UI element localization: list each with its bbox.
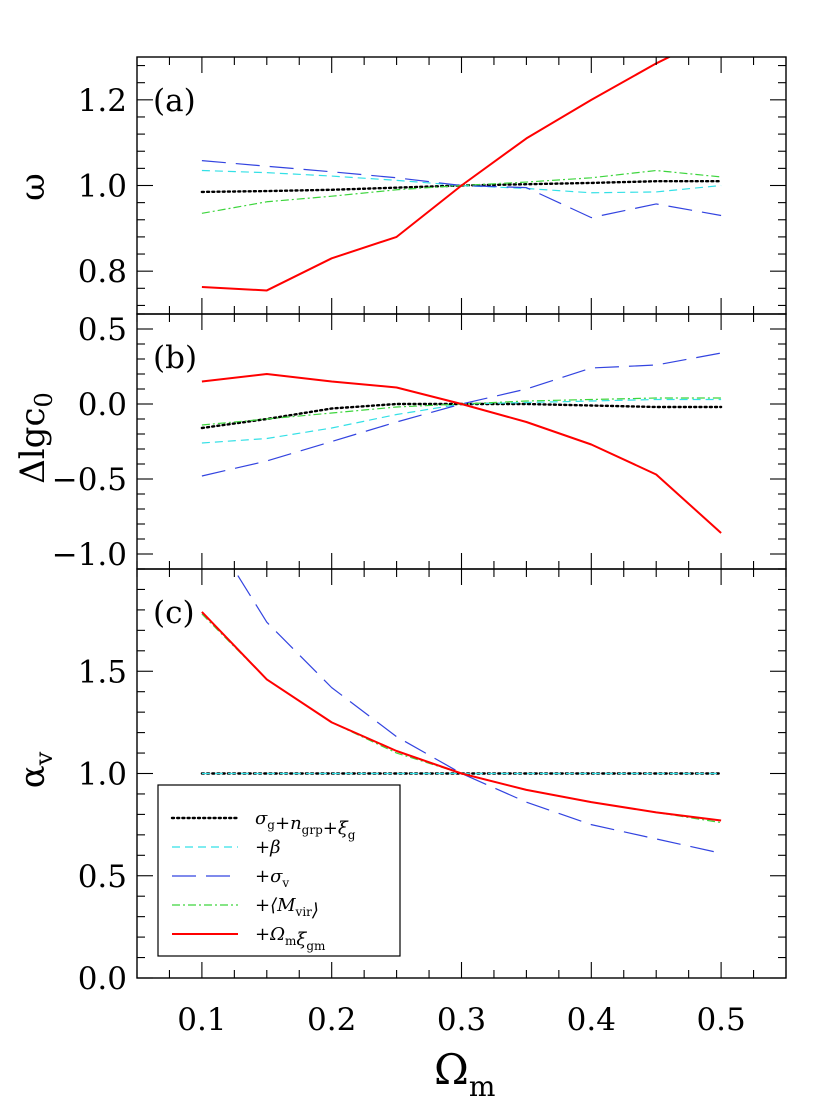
xtick-label: 0.3 (437, 1002, 486, 1038)
y-axis-label-b: Δlgc0 (13, 392, 58, 484)
legend-label-s5: +Ωmξgm (255, 924, 326, 953)
xtick-label: 0.4 (567, 1002, 616, 1038)
panel-b-ytick-label: −1.0 (52, 537, 127, 573)
panel-c-series (200, 569, 723, 854)
xtick-label: 0.1 (177, 1002, 226, 1038)
panel-b-line-s1 (200, 402, 723, 430)
panel-a-ytick-label: 0.8 (78, 254, 127, 290)
xtick-label: 0.5 (696, 1002, 745, 1038)
data-layer (200, 57, 723, 854)
panel-a-line-s3 (201, 160, 722, 219)
panel-c-line-s3 (233, 569, 722, 854)
panel-b-label: (b) (153, 340, 197, 376)
panel-c-ytick-label: 1.5 (78, 654, 127, 690)
x-axis-label: Ωm (434, 1045, 495, 1103)
panel-c-label: (c) (153, 595, 195, 631)
legend-label-s3: +σv (255, 866, 289, 890)
panel-a-line-s5 (201, 57, 672, 292)
panel-c-ytick-label: 0.0 (78, 961, 127, 997)
y-axis-label-c: αv (13, 751, 58, 788)
panel-b-ytick-label: −0.5 (52, 462, 127, 498)
panel-b-frame (136, 313, 787, 570)
panel-a-label: (a) (153, 83, 196, 119)
text-layer: 0.8 1.0 1.2 (a) −1.0 −0.5 0.0 0.5 (b) 0.0 0.5 1.0 1.… (13, 83, 746, 1103)
xtick-label: 0.2 (307, 1002, 356, 1038)
panel-a-ytick-label: 1.2 (78, 83, 127, 119)
panel-b-ytick-label: 0.5 (78, 312, 127, 348)
panel-c-line-s5 (201, 611, 722, 822)
panel-b-line-s4 (201, 397, 722, 426)
panel-b-ytick-label: 0.0 (78, 387, 127, 423)
legend-box (157, 784, 401, 957)
legend-label-s1: σg+ngrp+ξg (255, 808, 356, 842)
legend-label-s4: +⟨Mvir⟩ (255, 895, 319, 921)
axes-layer (136, 56, 787, 979)
y-axis-label-a: ω (13, 173, 53, 201)
panel-a-ytick-label: 1.0 (78, 169, 127, 205)
panel-c-ytick-label: 1.0 (78, 757, 127, 793)
panel-c-ytick-label: 0.5 (78, 859, 127, 895)
legend-label-s2: +β (255, 837, 281, 858)
panel-a-series (200, 57, 723, 292)
panel-b-line-s3 (201, 352, 722, 477)
panel-b-series (200, 352, 723, 534)
panel-b-line-s5 (201, 373, 722, 534)
